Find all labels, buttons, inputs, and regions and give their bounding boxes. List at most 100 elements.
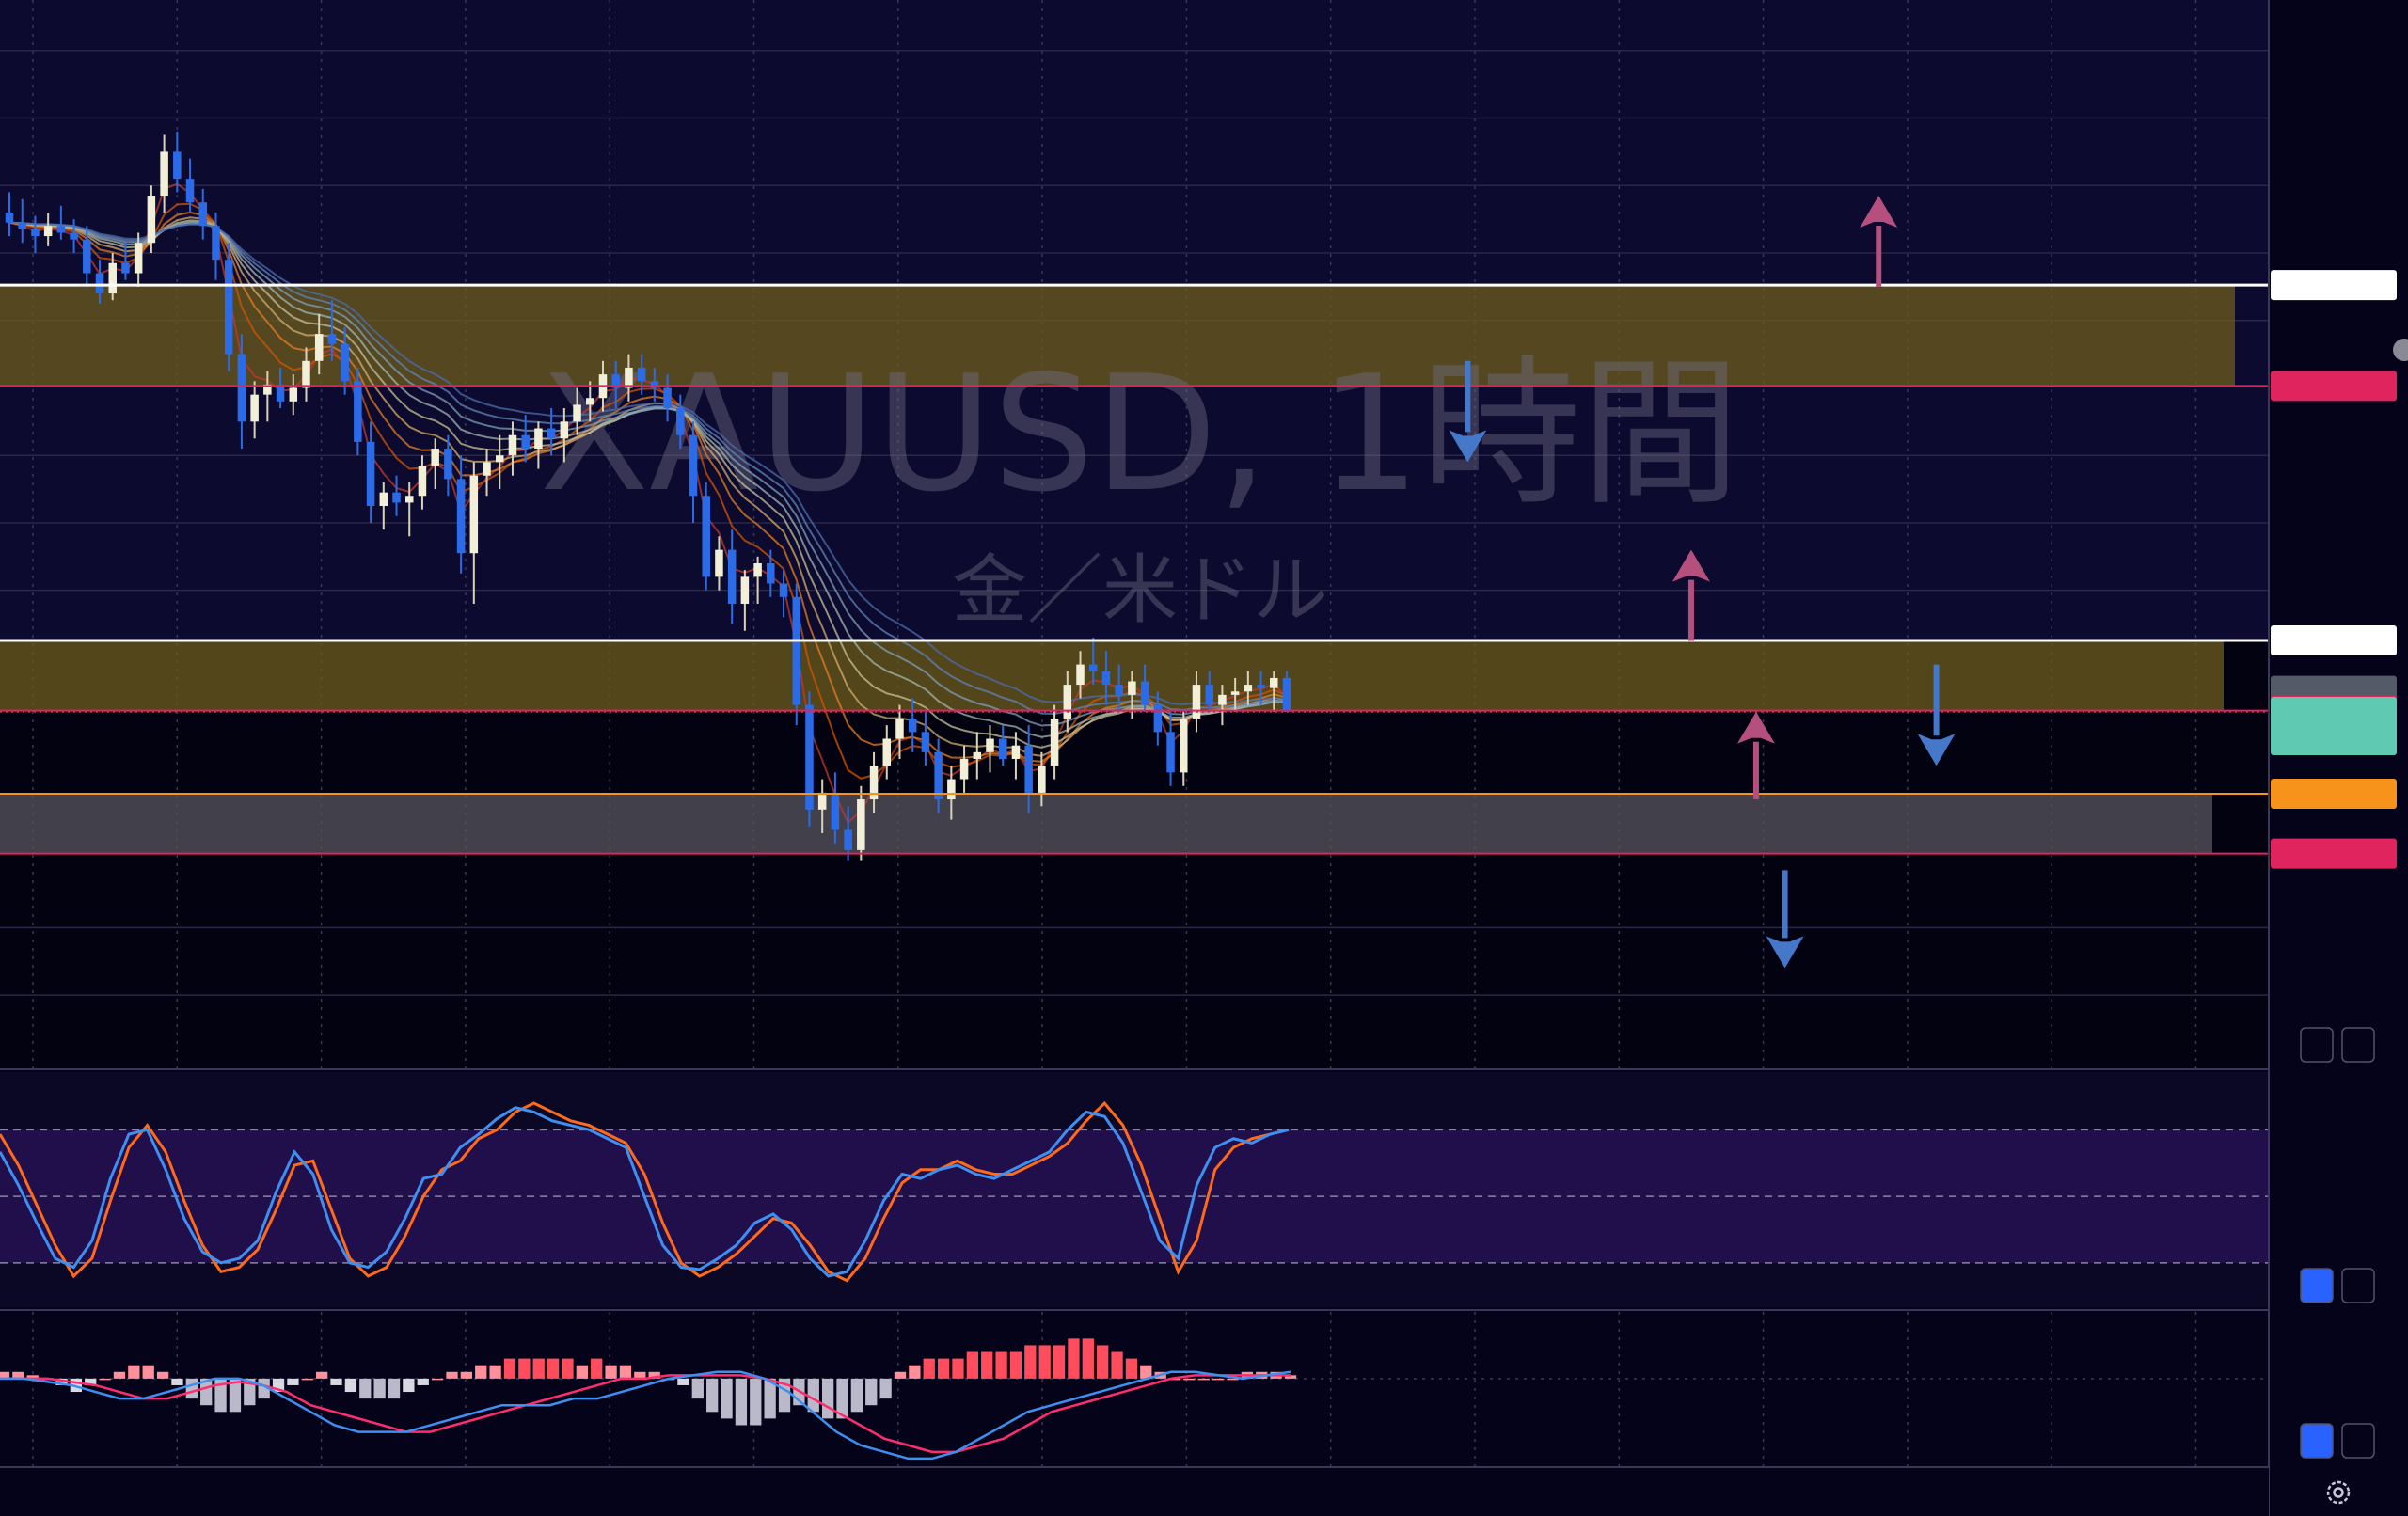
candle [263,371,272,422]
macd-hist-bar [244,1378,256,1406]
candle [869,751,879,813]
macd-hist-bar [1197,1378,1210,1381]
candle-body [779,583,788,597]
candle-body [185,179,195,203]
candle [1101,651,1111,705]
candle [740,570,750,631]
candle-body [392,492,401,503]
macd-hist-bar [532,1358,545,1379]
candle-body [276,384,285,402]
log-scale-button[interactable] [2341,1268,2375,1303]
candle [1192,671,1201,733]
candle [1282,671,1291,712]
time-axis-bg [0,1468,2269,1516]
macd-hist-bar [316,1371,328,1379]
macd-hist-bar [171,1378,183,1385]
candle [43,212,53,246]
macd-hist-bar [214,1378,227,1413]
macd-hist-bar [952,1358,964,1379]
candle-body [302,360,310,388]
auto-button-bg [2300,1423,2334,1459]
candle-body [1063,685,1072,719]
macd-hist-bar [1068,1338,1080,1379]
macd-hist-bar [1183,1378,1196,1381]
candle [1230,677,1240,712]
macd-hist-bar [821,1378,834,1419]
candle [637,354,646,395]
candle [715,536,723,591]
candle [147,185,156,254]
candle-body [237,354,246,422]
log-scale-button[interactable] [2341,1423,2375,1459]
candle [404,482,414,537]
candle [160,134,168,213]
candle-body [767,562,775,584]
candle-body [895,718,904,739]
candle-body [314,334,324,361]
watermark-subtitle: 金／米ドル [952,546,1328,634]
candle [276,367,285,408]
settings-gear-icon[interactable] [2326,1480,2351,1505]
candle-body [1166,732,1175,773]
candle-body [431,449,439,466]
macd-hist-bar [344,1378,357,1393]
candle [998,725,1007,766]
macd-hist-bar [605,1365,617,1379]
candle [882,725,892,780]
candle [1038,751,1046,807]
macd-hist-bar [865,1378,878,1406]
up-arrow [1860,196,1898,287]
candle-body [289,387,298,402]
macd-hist-bar [879,1378,892,1399]
candle-body [456,479,466,554]
macd-hist-bar [937,1358,950,1379]
axis-scroll-handle[interactable] [2393,339,2408,361]
macd-hist-bar [200,1378,213,1406]
macd-hist-bar [1140,1365,1152,1379]
candle-body [444,449,452,480]
macd-hist-bar [287,1378,299,1385]
macd-hist-bar [1009,1351,1022,1379]
stochastic-pane [0,1072,2269,1307]
candle-body [1115,685,1123,695]
macd-hist-bar [417,1378,429,1385]
candle-body [18,222,26,229]
candle-body [959,759,969,780]
macd-hist-bar [55,1378,68,1385]
macd-hist-bar [503,1358,516,1379]
candle [302,347,310,402]
macd-hist-bar [373,1378,386,1399]
macd-hist-bar [1212,1378,1225,1381]
arrow-head [1671,549,1710,582]
candle [521,415,530,463]
auto-scale-button[interactable] [2300,1268,2334,1303]
macd-hist-bar [403,1378,415,1393]
macd-hist-bar [750,1378,762,1426]
candle [1076,651,1085,699]
macd-hist-bar [576,1365,588,1379]
candle-body [56,226,66,233]
candle [1218,685,1227,726]
candle-body [1088,664,1098,671]
annotation-arrows [1449,196,1956,969]
candle-body [31,229,40,237]
candle [483,449,491,497]
candle-body [198,202,208,227]
log-scale-button[interactable] [2341,1027,2375,1063]
candle [817,779,827,833]
candle-body [121,262,130,274]
candle [753,556,762,605]
macd-hist-bar [562,1358,574,1379]
macd-hist-bar [185,1378,198,1399]
macd-hist-bar [12,1371,24,1379]
candle [1024,725,1033,813]
auto-scale-button[interactable] [2300,1423,2334,1459]
candle [70,219,78,254]
candle-body [1180,718,1188,773]
price-axis [2270,0,2408,1516]
candle [779,570,788,618]
candle [108,253,117,301]
macd-hist-bar [547,1358,560,1379]
auto-scale-button[interactable] [2300,1027,2334,1063]
